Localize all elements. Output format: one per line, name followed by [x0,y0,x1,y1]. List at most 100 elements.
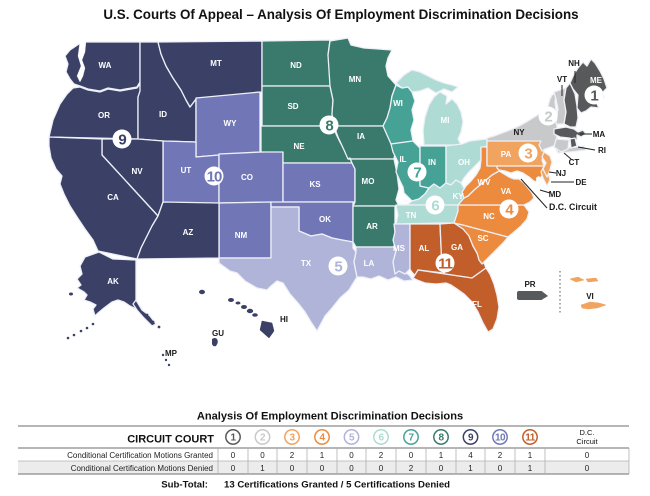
svg-text:ID: ID [159,110,167,119]
svg-text:9: 9 [118,131,126,148]
svg-text:CIRCUIT COURT: CIRCUIT COURT [127,434,214,446]
svg-text:0: 0 [349,464,354,473]
svg-text:Sub-Total:: Sub-Total: [161,480,208,491]
svg-text:TX: TX [301,259,312,268]
svg-text:2: 2 [498,451,503,460]
svg-text:RI: RI [598,146,606,155]
svg-text:NM: NM [235,231,248,240]
svg-text:1: 1 [528,464,533,473]
svg-text:GA: GA [451,243,463,252]
svg-text:2: 2 [260,433,266,444]
svg-text:1: 1 [468,464,473,473]
svg-text:WY: WY [224,119,238,128]
svg-text:D.C.: D.C. [580,428,595,437]
svg-text:2: 2 [544,108,552,125]
svg-text:MT: MT [210,59,222,68]
svg-text:NE: NE [293,142,305,151]
svg-text:PR: PR [524,280,535,289]
svg-text:UT: UT [181,166,192,175]
svg-text:PA: PA [501,150,512,159]
svg-text:0: 0 [585,464,590,473]
svg-text:11: 11 [525,433,536,444]
svg-text:NC: NC [483,212,495,221]
svg-text:0: 0 [260,451,265,460]
svg-text:2: 2 [379,451,384,460]
svg-text:OR: OR [98,111,110,120]
svg-text:IA: IA [357,132,365,141]
svg-text:1: 1 [260,464,265,473]
svg-text:5: 5 [349,433,355,444]
svg-text:0: 0 [290,464,295,473]
svg-text:4: 4 [319,433,325,444]
svg-text:Conditional Certification Moti: Conditional Certification Motions Grante… [67,451,213,460]
svg-text:WA: WA [99,61,112,70]
svg-text:8: 8 [438,433,444,444]
svg-text:TN: TN [406,211,417,220]
svg-text:CT: CT [569,158,580,167]
svg-text:ME: ME [590,76,603,85]
svg-text:AK: AK [107,277,119,286]
svg-text:8: 8 [325,117,333,134]
svg-text:7: 7 [413,164,421,181]
svg-text:AR: AR [366,222,378,231]
svg-text:1: 1 [320,451,325,460]
svg-text:7: 7 [408,433,414,444]
svg-text:MO: MO [362,177,375,186]
svg-text:10: 10 [207,168,222,185]
svg-text:2: 2 [290,451,295,460]
svg-text:NH: NH [568,59,580,68]
svg-text:4: 4 [468,451,473,460]
svg-text:0: 0 [409,451,414,460]
svg-text:13 Certifications Granted / 5: 13 Certifications Granted / 5 Certificat… [224,480,450,491]
svg-text:HI: HI [280,315,288,324]
svg-text:SC: SC [477,234,488,243]
svg-text:LA: LA [364,259,375,268]
svg-text:0: 0 [320,464,325,473]
svg-text:2: 2 [409,464,414,473]
svg-text:3: 3 [524,145,532,162]
svg-text:MA: MA [593,130,606,139]
svg-text:CA: CA [107,193,119,202]
svg-text:0: 0 [231,464,236,473]
svg-text:NJ: NJ [556,169,566,178]
svg-text:6: 6 [378,433,384,444]
svg-text:Analysis Of Employment Discrim: Analysis Of Employment Discrimination De… [197,411,463,423]
svg-text:Conditional Certification Moti: Conditional Certification Motions Denied [71,464,213,473]
svg-text:AL: AL [419,244,430,253]
svg-text:IL: IL [399,155,406,164]
svg-text:4: 4 [505,201,514,218]
svg-text:OH: OH [458,158,470,167]
svg-text:SD: SD [287,102,298,111]
svg-text:ND: ND [290,61,302,70]
svg-text:0: 0 [498,464,503,473]
svg-text:OK: OK [319,215,331,224]
svg-text:MP: MP [165,349,178,358]
svg-text:1: 1 [528,451,533,460]
svg-text:VA: VA [501,187,512,196]
svg-text:1: 1 [590,87,598,104]
svg-text:3: 3 [289,433,295,444]
svg-text:VT: VT [557,75,567,84]
svg-text:AZ: AZ [183,228,194,237]
svg-text:9: 9 [468,433,474,444]
svg-text:DE: DE [575,178,587,187]
svg-text:0: 0 [349,451,354,460]
svg-text:5: 5 [334,258,342,275]
svg-text:GU: GU [212,329,224,338]
svg-text:CO: CO [241,173,253,182]
svg-text:MN: MN [349,75,362,84]
svg-text:MS: MS [393,244,406,253]
svg-text:NV: NV [131,167,143,176]
svg-text:0: 0 [585,451,590,460]
svg-text:NY: NY [513,128,525,137]
svg-text:U.S. Courts Of Appeal – Analys: U.S. Courts Of Appeal – Analysis Of Empl… [103,7,578,22]
svg-text:0: 0 [439,464,444,473]
svg-text:11: 11 [438,255,453,272]
svg-text:IN: IN [428,158,436,167]
svg-text:FL: FL [472,300,482,309]
svg-text:6: 6 [431,197,439,214]
svg-text:MI: MI [441,116,450,125]
svg-text:Circuit: Circuit [576,437,598,446]
svg-text:0: 0 [379,464,384,473]
svg-text:D.C. Circuit: D.C. Circuit [549,202,597,212]
